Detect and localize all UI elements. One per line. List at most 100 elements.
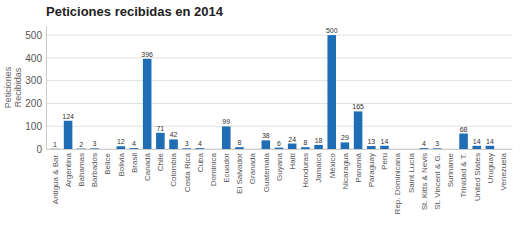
bar <box>90 148 99 149</box>
y-tick: 300 <box>25 75 46 86</box>
bar <box>354 111 363 149</box>
bar <box>64 121 73 149</box>
grid-line <box>46 57 512 58</box>
data-label: 6 <box>277 140 281 147</box>
x-tick-label: Belice <box>103 152 112 174</box>
x-tick: Trinidad & T. <box>459 153 468 197</box>
x-tick-label: Paraguay <box>367 153 376 187</box>
data-label: 13 <box>367 138 375 145</box>
grid-line <box>46 126 512 127</box>
x-tick-label: Rep. Dominicana <box>393 152 402 214</box>
x-tick-label: Suriname <box>446 152 455 187</box>
bar <box>235 147 244 149</box>
x-tick-label: Panamá <box>354 152 363 182</box>
x-tick: El Salvador <box>235 153 244 194</box>
x-tick: Honduras <box>301 153 310 188</box>
x-tick: Colombia <box>169 152 178 186</box>
data-label: 8 <box>237 139 241 146</box>
y-tick-label: 200 <box>25 98 42 109</box>
data-label: 8 <box>303 139 307 146</box>
x-tick-label: Guatemala <box>262 152 271 192</box>
data-label: 18 <box>315 137 323 144</box>
bar <box>301 147 310 149</box>
grid-line <box>46 35 512 36</box>
data-label: 1 <box>53 141 57 148</box>
x-tick-label: Ecuador <box>222 153 231 183</box>
data-label: 3 <box>92 140 96 147</box>
bar <box>275 148 284 149</box>
x-tick-label: Saint Lucía <box>407 152 416 193</box>
x-tick-label: Cuba <box>196 152 205 172</box>
x-tick-label: Antigua & Bar. <box>51 153 60 204</box>
x-tick-label: Trinidad & T. <box>459 153 468 197</box>
y-tick-label: 500 <box>25 30 42 41</box>
x-tick: Saint Lucía <box>407 152 416 193</box>
x-tick: Panamá <box>354 152 363 182</box>
bar <box>143 59 152 149</box>
x-tick-label: Costa Rica <box>183 152 192 192</box>
x-tick: Bahamas <box>77 153 86 187</box>
bar <box>446 149 455 150</box>
x-tick-label: Haití <box>288 152 297 169</box>
x-tick: Guatemala <box>262 152 271 192</box>
x-tick-label: Canadá <box>143 152 152 181</box>
bar <box>248 149 257 150</box>
x-tick: Bolivia <box>117 152 126 176</box>
bar <box>156 133 165 149</box>
data-label: 14 <box>473 138 481 145</box>
x-tick: Haití <box>288 152 297 169</box>
data-label: 3 <box>185 140 189 147</box>
x-tick: Rep. Dominicana <box>393 152 402 214</box>
x-tick-label: Bahamas <box>77 153 86 187</box>
data-label: 99 <box>222 118 230 125</box>
data-label: 12 <box>117 138 125 145</box>
x-tick: Suriname <box>446 152 455 187</box>
bar <box>117 146 126 149</box>
bars <box>51 35 495 149</box>
x-tick: Chile <box>156 152 165 171</box>
data-label: 42 <box>170 131 178 138</box>
bar <box>472 146 481 149</box>
data-label: 165 <box>352 103 364 110</box>
x-tick-label: St. Kitts & Nevis <box>420 153 429 210</box>
x-tick-label: Jamaica <box>314 152 323 182</box>
y-axis-title: PeticionesRecibidas <box>3 66 23 108</box>
x-tick: Cuba <box>196 152 205 172</box>
bar <box>486 146 495 149</box>
x-tick: United States <box>473 153 482 201</box>
x-tick: Brasil <box>130 153 139 173</box>
x-tick: Uruguay <box>486 153 495 183</box>
x-tick-label: Brasil <box>130 153 139 173</box>
bar <box>288 144 297 149</box>
y-tick: 100 <box>25 121 46 132</box>
data-label: 14 <box>381 138 389 145</box>
x-tick: Jamaica <box>314 152 323 182</box>
x-tick-label: United States <box>473 153 482 201</box>
data-label: 24 <box>288 136 296 143</box>
bar <box>341 142 350 149</box>
bar <box>262 140 271 149</box>
bar <box>367 146 376 149</box>
y-axis-line <box>46 27 47 150</box>
x-tick-label: Perú <box>380 153 389 170</box>
data-label: 3 <box>435 140 439 147</box>
data-label: 4 <box>422 140 426 147</box>
data-label: 500 <box>326 27 338 34</box>
x-axis-line <box>47 149 513 150</box>
data-label: 68 <box>460 126 468 133</box>
bar <box>407 149 416 150</box>
bar <box>314 145 323 149</box>
y-tick-label: 300 <box>25 75 42 86</box>
data-label: 4 <box>132 140 136 147</box>
bar <box>130 148 139 149</box>
x-tick-label: Granada <box>248 152 257 184</box>
x-tick-label: Bolivia <box>117 152 126 176</box>
bar <box>393 149 402 150</box>
title: Peticiones recibidas en 2014 <box>46 4 224 19</box>
y-tick: 200 <box>25 98 46 109</box>
data-label: 124 <box>62 113 74 120</box>
bar <box>420 148 429 149</box>
bar <box>169 139 178 149</box>
x-tick: México <box>328 152 337 178</box>
x-tick: Paraguay <box>367 153 376 187</box>
